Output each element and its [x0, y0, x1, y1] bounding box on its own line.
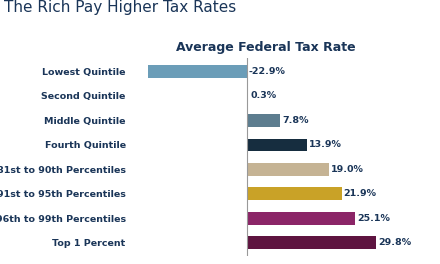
- Title: Average Federal Tax Rate: Average Federal Tax Rate: [176, 41, 356, 54]
- Bar: [247, 187, 341, 200]
- Text: 19.0%: 19.0%: [331, 165, 364, 174]
- Text: 25.1%: 25.1%: [358, 214, 390, 223]
- Text: -22.9%: -22.9%: [249, 67, 285, 76]
- Text: The Rich Pay Higher Tax Rates: The Rich Pay Higher Tax Rates: [4, 0, 237, 15]
- Text: 13.9%: 13.9%: [309, 140, 342, 149]
- Bar: [247, 163, 329, 176]
- Bar: [147, 65, 247, 78]
- Bar: [247, 89, 248, 102]
- Text: 21.9%: 21.9%: [344, 189, 377, 198]
- Bar: [247, 139, 307, 151]
- Text: 29.8%: 29.8%: [378, 238, 411, 247]
- Text: 7.8%: 7.8%: [282, 116, 309, 125]
- Bar: [247, 114, 280, 127]
- Text: 0.3%: 0.3%: [250, 91, 276, 101]
- Bar: [247, 212, 356, 225]
- Bar: [247, 236, 376, 249]
